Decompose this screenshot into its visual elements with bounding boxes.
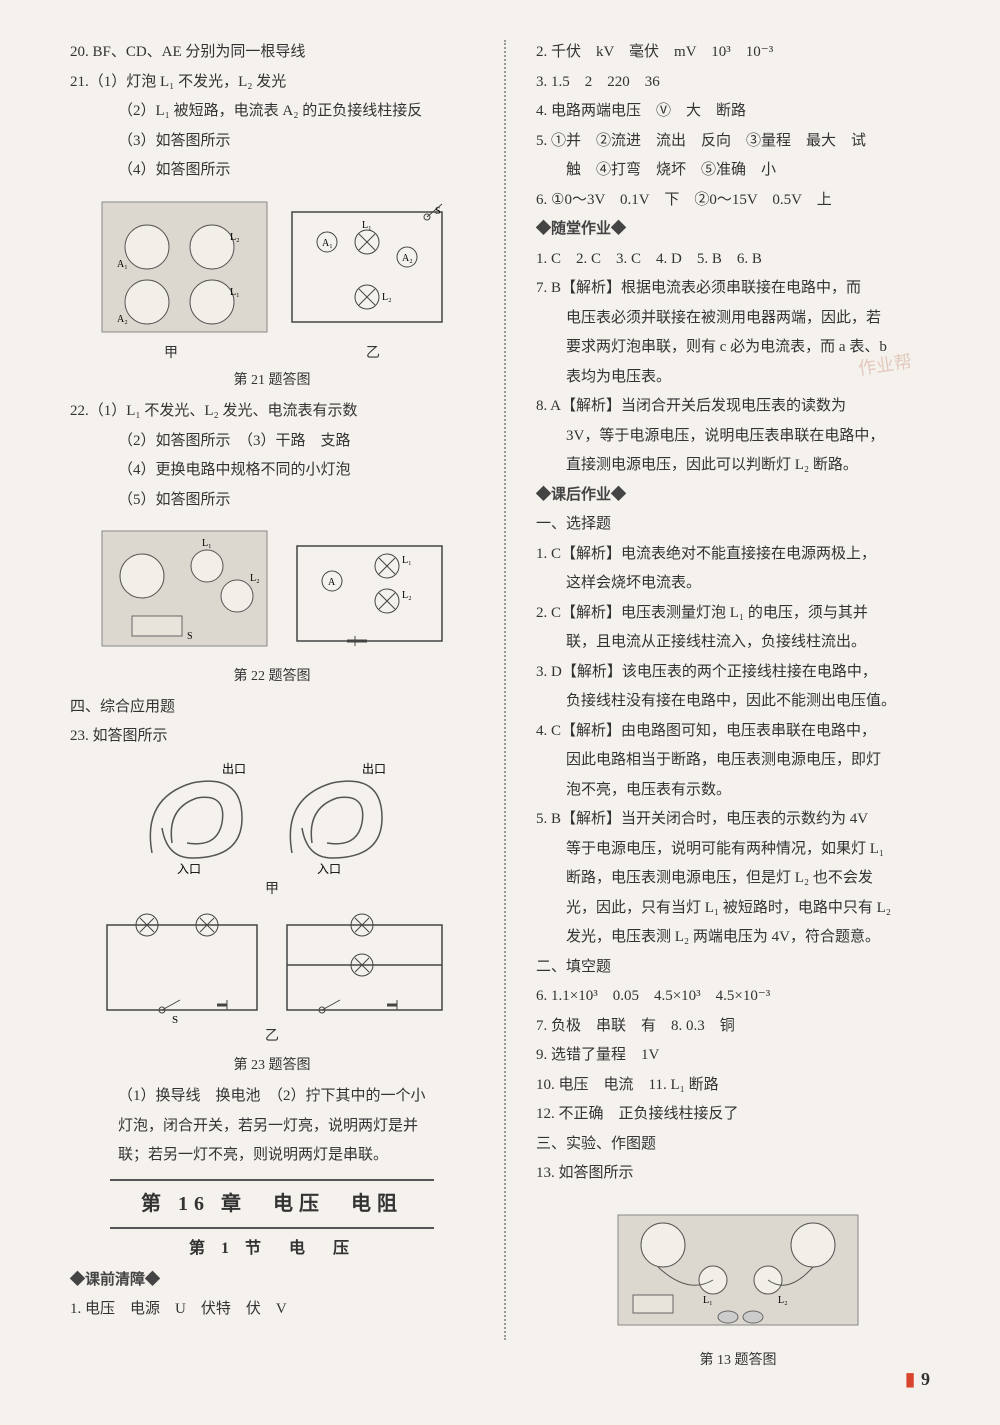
- q21-caption: 第 21 题答图: [70, 369, 474, 393]
- svg-text:S: S: [435, 206, 441, 217]
- h5-5: 发光，电压表测 L₂ 两端电压为 4V，符合题意。: [536, 925, 940, 951]
- circuit-diagram-22: L₁ L₂ S A L₁ L₂: [92, 521, 452, 661]
- r3: 3. 1.5 2 220 36: [536, 70, 940, 96]
- class-header: ◆随堂作业◆: [536, 217, 940, 243]
- q21-2: （2）L₁ 被短路，电流表 A₂ 的正负接线柱接反: [70, 99, 474, 125]
- maze-diagram-23: 出口 出口 入口 入口: [122, 758, 422, 878]
- h6: 6. 1.1×10³ 0.05 4.5×10³ 4.5×10⁻³: [536, 984, 940, 1010]
- q22-1: 22.（1）L₁ 不发光、L₂ 发光、电流表有示数: [70, 399, 474, 425]
- q23-label-b: 乙: [70, 1025, 474, 1049]
- h5-4: 光，因此，只有当灯 L₁ 被短路时，电路中只有 L₂: [536, 896, 940, 922]
- svg-text:S: S: [187, 631, 193, 642]
- h5-1: 5. B【解析】当开关闭合时，电压表的示数约为 4V: [536, 807, 940, 833]
- watermark-stamp: 作业帮: [834, 314, 936, 416]
- two-column-layout: 20. BF、CD、AE 分别为同一根导线 21.（1）灯泡 L₁ 不发光，L₂…: [70, 40, 940, 1340]
- h13-caption: 第 13 题答图: [536, 1349, 940, 1373]
- svg-text:L₁: L₁: [402, 555, 412, 566]
- r8-3: 直接测电源电压，因此可以判断灯 L₂ 断路。: [536, 453, 940, 479]
- svg-text:L₂: L₂: [382, 292, 392, 303]
- h1-2: 这样会烧坏电流表。: [536, 571, 940, 597]
- q21-3: （3）如答图所示: [70, 129, 474, 155]
- svg-text:A₁: A₁: [117, 259, 128, 270]
- q21-4: （4）如答图所示: [70, 158, 474, 184]
- h12: 12. 不正确 正负接线柱接反了: [536, 1102, 940, 1128]
- h3-2: 负接线柱没有接在电路中，因此不能测出电压值。: [536, 689, 940, 715]
- svg-text:入口: 入口: [177, 862, 201, 876]
- pre-q1: 1. 电压 电源 U 伏特 伏 V: [70, 1297, 474, 1323]
- svg-text:L₂: L₂: [250, 573, 260, 584]
- q22-2: （2）如答图所示 （3）干路 支路: [70, 429, 474, 455]
- svg-text:L₁: L₁: [202, 538, 212, 549]
- column-divider: [504, 40, 506, 1340]
- r4: 4. 电路两端电压 Ⓥ 大 断路: [536, 99, 940, 125]
- right-column: 2. 千伏 kV 毫伏 mV 10³ 10⁻³ 3. 1.5 2 220 36 …: [536, 40, 940, 1340]
- h13: 13. 如答图所示: [536, 1161, 940, 1187]
- h9: 9. 选错了量程 1V: [536, 1043, 940, 1069]
- r2: 2. 千伏 kV 毫伏 mV 10³ 10⁻³: [536, 40, 940, 66]
- homework-header: ◆课后作业◆: [536, 483, 940, 509]
- svg-text:A₁: A₁: [322, 238, 333, 249]
- q21-1: 21.（1）灯泡 L₁ 不发光，L₂ 发光: [70, 70, 474, 96]
- h5-2: 等于电源电压，说明可能有两种情况，如果灯 L₁: [536, 837, 940, 863]
- svg-text:出口: 出口: [362, 762, 386, 776]
- circuit-diagram-23b: S: [92, 910, 452, 1025]
- svg-text:S: S: [172, 1014, 178, 1025]
- r6: 6. ①0～3V 0.1V 下 ②0～15V 0.5V 上: [536, 188, 940, 214]
- mc-answers: 1. C 2. C 3. C 4. D 5. B 6. B: [536, 247, 940, 273]
- q23-label-a: 甲: [70, 878, 474, 902]
- q20: 20. BF、CD、AE 分别为同一根导线: [70, 40, 474, 66]
- r5-2: 触 ④打弯 烧坏 ⑤准确 小: [536, 158, 940, 184]
- h10: 10. 电压 电流 11. L₁ 断路: [536, 1073, 940, 1099]
- h4-3: 泡不亮，电压表有示数。: [536, 778, 940, 804]
- h4-2: 因此电路相当于断路，电压表测电源电压，即灯: [536, 748, 940, 774]
- svg-text:L₁: L₁: [703, 1295, 713, 1306]
- q23-c1: 灯泡，闭合开关，若另一灯亮，说明两灯是并: [70, 1114, 474, 1140]
- q22-caption: 第 22 题答图: [70, 665, 474, 689]
- h5-3: 断路，电压表测电源电压，但是灯 L₂ 也不会发: [536, 866, 940, 892]
- q21-figure: A₁ A₂ L₂ L₁ A₁ L₁ A₂ L₂ S: [70, 192, 474, 366]
- q13-figure: L₁ L₂: [536, 1195, 940, 1345]
- q22-4: （4）更换电路中规格不同的小灯泡: [70, 458, 474, 484]
- q22-5: （5）如答图所示: [70, 488, 474, 514]
- h1-1: 1. C【解析】电流表绝对不能直接接在电源两极上，: [536, 542, 940, 568]
- svg-text:L₂: L₂: [402, 590, 412, 601]
- q21-label-a: 甲: [164, 342, 178, 366]
- h2-2: 联，且电流从正接线柱流入，负接线柱流出。: [536, 630, 940, 656]
- q23-1: （1）换导线 换电池 （2）拧下其中的一个小: [70, 1084, 474, 1110]
- section-title: 第 1 节 电 压: [70, 1235, 474, 1262]
- svg-text:L₂: L₂: [778, 1295, 788, 1306]
- h7: 7. 负极 串联 有 8. 0.3 铜: [536, 1014, 940, 1040]
- q23-figure-top: 出口 出口 入口 入口 甲: [70, 758, 474, 902]
- circuit-diagram-13: L₁ L₂: [598, 1195, 878, 1345]
- q21-label-b: 乙: [366, 342, 380, 366]
- r5-1: 5. ①并 ②流进 流出 反向 ③量程 最大 试: [536, 129, 940, 155]
- chapter-title: 第 16 章 电压 电阻: [110, 1179, 434, 1229]
- q23-head: 23. 如答图所示: [70, 724, 474, 750]
- hw-sec3: 三、实验、作图题: [536, 1132, 940, 1158]
- q23-c2: 联；若另一灯不亮，则说明两灯是串联。: [70, 1143, 474, 1169]
- h3-1: 3. D【解析】该电压表的两个正接线柱接在电路中，: [536, 660, 940, 686]
- svg-text:L₁: L₁: [362, 220, 372, 231]
- q22-figure: L₁ L₂ S A L₁ L₂: [70, 521, 474, 661]
- circuit-diagram-21: A₁ A₂ L₂ L₁ A₁ L₁ A₂ L₂ S: [92, 192, 452, 342]
- pre-class-header: ◆课前清障◆: [70, 1268, 474, 1294]
- h4-1: 4. C【解析】由电路图可知，电压表串联在电路中，: [536, 719, 940, 745]
- hw-sec1: 一、选择题: [536, 512, 940, 538]
- svg-text:L₂: L₂: [230, 232, 240, 243]
- page-number: 9: [905, 1364, 930, 1395]
- svg-text:A: A: [328, 577, 336, 588]
- left-column: 20. BF、CD、AE 分别为同一根导线 21.（1）灯泡 L₁ 不发光，L₂…: [70, 40, 474, 1340]
- svg-text:A₂: A₂: [402, 253, 413, 264]
- h2-1: 2. C【解析】电压表测量灯泡 L₁ 的电压，须与其并: [536, 601, 940, 627]
- r7-1: 7. B【解析】根据电流表必须串联接在电路中，而: [536, 276, 940, 302]
- svg-text:出口: 出口: [222, 762, 246, 776]
- svg-text:L₁: L₁: [230, 287, 240, 298]
- section-4: 四、综合应用题: [70, 695, 474, 721]
- r8-2: 3V，等于电源电压，说明电压表串联在电路中，: [536, 424, 940, 450]
- svg-text:A₂: A₂: [117, 314, 128, 325]
- q23-caption: 第 23 题答图: [70, 1054, 474, 1078]
- q23-figure-bottom: S 乙: [70, 910, 474, 1049]
- hw-sec2: 二、填空题: [536, 955, 940, 981]
- svg-text:入口: 入口: [317, 862, 341, 876]
